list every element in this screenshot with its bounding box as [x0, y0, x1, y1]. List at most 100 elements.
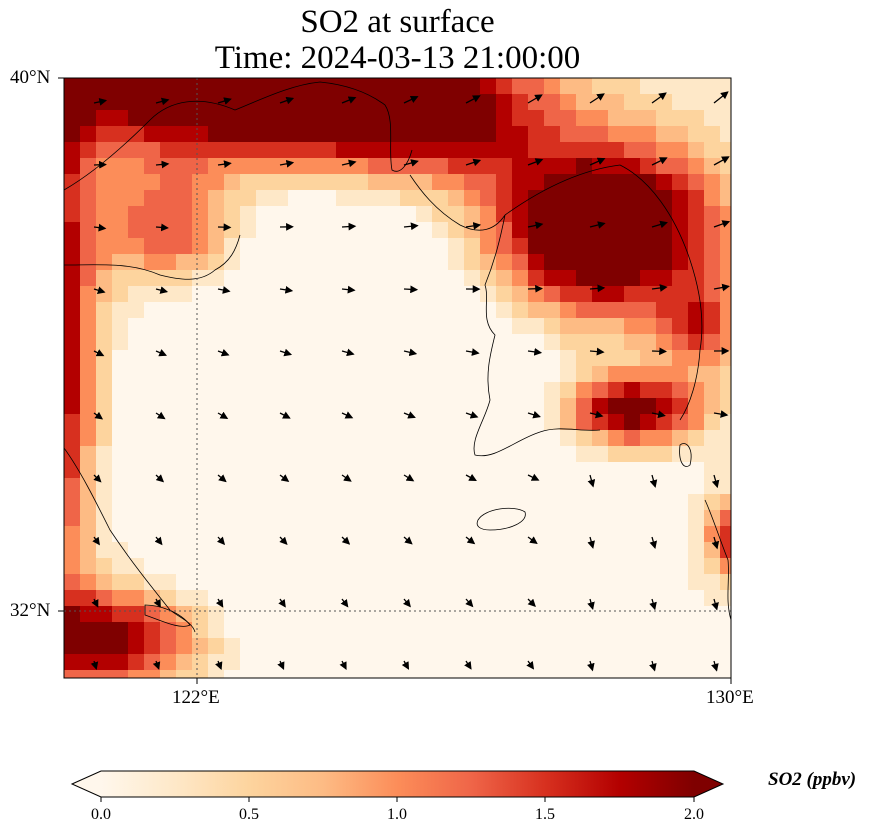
field-cell [240, 398, 257, 415]
field-cell [592, 110, 609, 127]
field-cell [496, 94, 513, 111]
field-cell [128, 398, 145, 415]
field-cell [304, 622, 321, 639]
field-cell [656, 254, 673, 271]
field-cell [560, 446, 577, 463]
field-cell [368, 654, 385, 671]
field-cell [464, 414, 481, 431]
wind-vector [527, 221, 544, 230]
field-cell [368, 478, 385, 495]
field-cell [160, 334, 177, 351]
field-cell [192, 398, 209, 415]
field-cell [544, 622, 561, 639]
field-cell [224, 414, 241, 431]
field-cell [432, 670, 449, 678]
field-cell [240, 78, 257, 95]
field-cell [368, 142, 385, 159]
field-cell [688, 94, 705, 111]
field-cell [64, 206, 81, 223]
field-cell [560, 574, 577, 591]
wind-vector [155, 160, 170, 169]
field-cell [720, 254, 731, 271]
field-cell [416, 606, 433, 623]
field-cell [480, 622, 497, 639]
field-cell [144, 142, 161, 159]
field-cell [96, 174, 113, 191]
field-cell [400, 478, 417, 495]
field-cell [320, 286, 337, 303]
field-cell [480, 190, 497, 207]
field-cell [176, 382, 193, 399]
field-cell [432, 638, 449, 655]
field-cell [240, 174, 257, 191]
field-cell [160, 670, 177, 678]
field-cell [144, 574, 161, 591]
field-cell [192, 350, 209, 367]
field-cell [688, 302, 705, 319]
field-cell [272, 334, 289, 351]
field-cell [624, 318, 641, 335]
field-cell [96, 654, 113, 671]
field-cell [544, 654, 561, 671]
field-cell [112, 670, 129, 678]
field-cell [96, 382, 113, 399]
field-cell [304, 334, 321, 351]
field-cell [368, 430, 385, 447]
field-cell [512, 670, 529, 678]
field-cell [112, 142, 129, 159]
field-cell [672, 558, 689, 575]
field-cell [624, 334, 641, 351]
wind-vector [403, 536, 413, 545]
field-cell [704, 382, 721, 399]
field-cell [240, 462, 257, 479]
field-cell [592, 494, 609, 511]
field-cell [432, 478, 449, 495]
wind-vector [711, 536, 720, 550]
field-cell [656, 478, 673, 495]
field-cell [240, 510, 257, 527]
wind-vector [279, 285, 294, 294]
field-cell [96, 78, 113, 95]
field-cell [64, 430, 81, 447]
field-cell [432, 398, 449, 415]
field-cell [224, 222, 241, 239]
field-cell [64, 334, 81, 351]
field-cell [400, 142, 417, 159]
wind-vector [279, 411, 291, 419]
field-cell [528, 510, 545, 527]
field-cell [496, 366, 513, 383]
field-cell [176, 462, 193, 479]
field-cell [304, 542, 321, 559]
field-cell [272, 638, 289, 655]
field-cell [448, 414, 465, 431]
field-cell [704, 286, 721, 303]
field-cell [592, 142, 609, 159]
field-cell [608, 622, 625, 639]
field-cell [192, 158, 209, 175]
field-cell [176, 270, 193, 287]
field-cell [624, 430, 641, 447]
field-cell [416, 574, 433, 591]
field-cell [128, 270, 145, 287]
field-cell [288, 142, 305, 159]
field-cell [160, 238, 177, 255]
field-cell [656, 638, 673, 655]
field-cell [512, 542, 529, 559]
map-frame [63, 77, 732, 679]
field-cell [80, 142, 97, 159]
field-cell [432, 254, 449, 271]
field-cell [112, 270, 129, 287]
field-cell [176, 638, 193, 655]
field-cell [608, 494, 625, 511]
field-cell [192, 606, 209, 623]
field-cell [656, 302, 673, 319]
field-cell [144, 510, 161, 527]
field-cell [432, 654, 449, 671]
field-cell [400, 606, 417, 623]
field-cell [384, 158, 401, 175]
field-cell [352, 174, 369, 191]
field-cell [640, 126, 657, 143]
field-cell [624, 622, 641, 639]
field-cell [272, 254, 289, 271]
field-cell [80, 190, 97, 207]
